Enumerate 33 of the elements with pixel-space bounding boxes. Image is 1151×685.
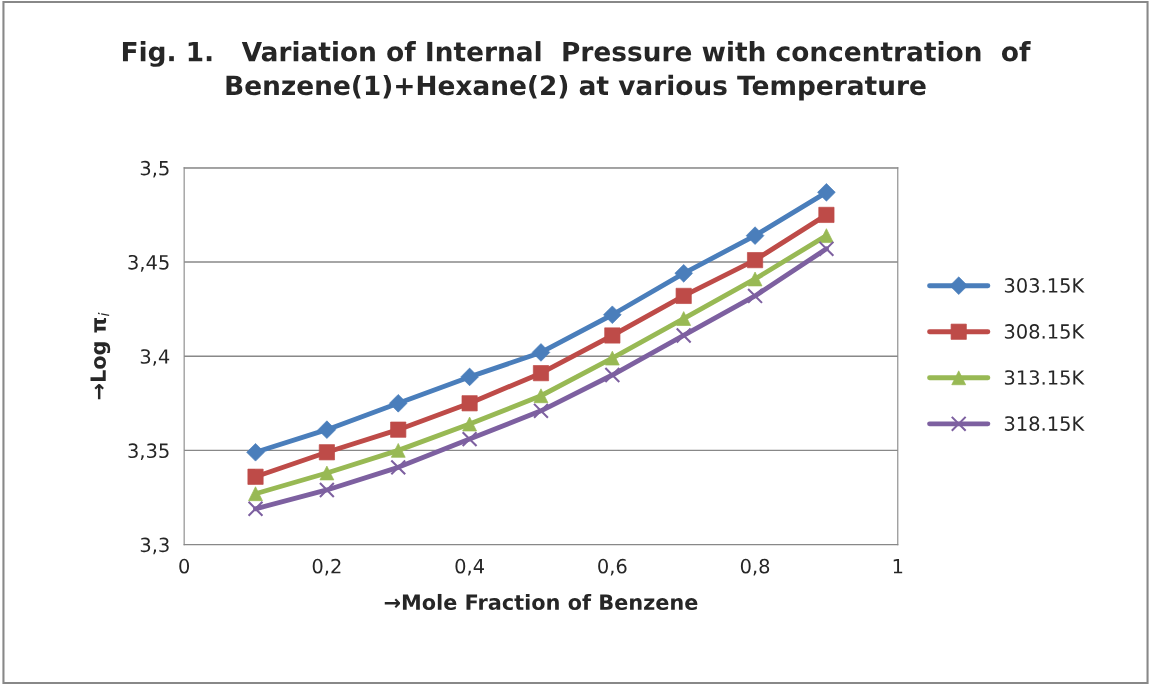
point	[747, 287, 764, 304]
x-tick-label: 0	[179, 558, 190, 574]
point	[818, 206, 835, 223]
point	[246, 443, 265, 462]
point	[318, 444, 335, 461]
legend-label: 303.15K	[1004, 278, 1085, 293]
point	[460, 367, 479, 387]
point	[675, 327, 692, 344]
point	[318, 481, 335, 498]
y-tick-label: 3,35	[128, 443, 169, 461]
y-tick-label: 3,4	[140, 349, 170, 366]
x-axis-title: →Mole Fraction of Benzene	[384, 593, 698, 611]
point	[461, 431, 478, 448]
x-tick-label: 0,6	[598, 558, 627, 576]
y-tick-label: 3,5	[140, 160, 169, 178]
x-tick-label: 0,8	[740, 558, 770, 576]
point	[604, 367, 621, 384]
x-tick-label: 0,2	[312, 558, 341, 576]
point	[531, 343, 551, 362]
legend-label: 308.15K	[1004, 324, 1085, 339]
x-tick-label: 0,4	[455, 558, 484, 576]
chart-title: Fig. 1. Variation of Internal Pressure with concentration of Benzene(1)+Hexane(2) at various Temperature	[122, 41, 1031, 101]
legend-label: 318.15K	[1004, 416, 1085, 431]
point	[247, 500, 264, 517]
y-tick-label: 3,3	[140, 537, 169, 555]
point	[390, 459, 407, 476]
y-axis-title: →Log π$_{i}$	[90, 312, 111, 400]
y-tick-label: 3,45	[128, 254, 169, 272]
point	[818, 240, 835, 257]
x-tick-label: 1	[893, 559, 903, 574]
point	[532, 402, 549, 419]
legend-label: 313.15K	[1004, 370, 1085, 385]
point	[675, 287, 692, 304]
